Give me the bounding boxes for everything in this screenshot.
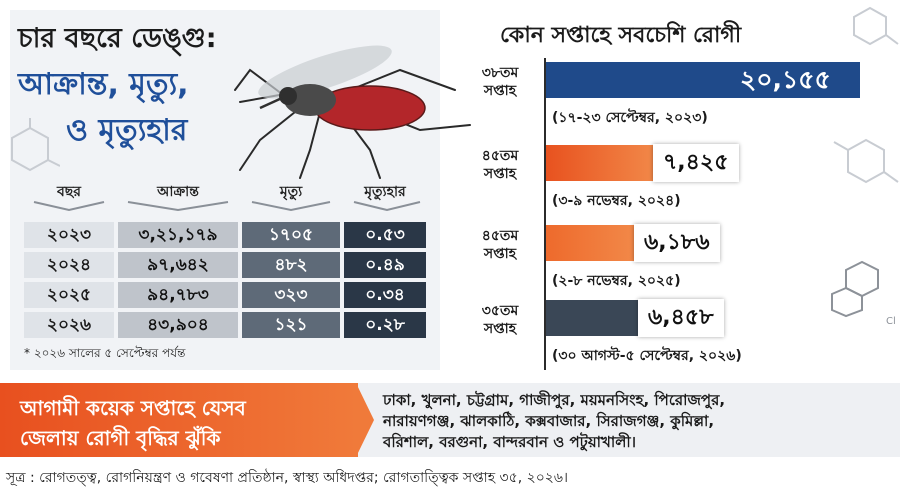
cell-year: ২০২৪ xyxy=(24,252,114,278)
risk-callout-line2: জেলায় রোগী বৃদ্ধির ঝুঁকি xyxy=(20,426,221,450)
week-date-range: (৩০ আগস্ট-৫ সেপ্টেম্বর, ২০২৬) xyxy=(552,348,742,364)
source-note: সূত্র : রোগতত্ত্ব, রোগনিয়ন্ত্রণ ও গবেষণ… xyxy=(6,470,569,486)
week-date-range: (২-৮ নভেম্বর, ২০২৫) xyxy=(552,273,681,289)
district-line: বরিশাল, বরগুনা, বান্দরবান ও পটুয়াখালী। xyxy=(383,433,637,451)
molecule-icon xyxy=(11,118,60,172)
chart-title: কোন সপ্তাহে সবচেশি রোগী xyxy=(500,23,742,48)
mosquito-illustration xyxy=(234,45,471,179)
value-label: ৭,৪২৫ xyxy=(653,144,739,182)
cell-rate: ০.৩৪ xyxy=(344,282,426,308)
week-word: সপ্তাহ xyxy=(483,321,517,337)
molecule-icon xyxy=(853,6,899,46)
week-date-range: (৩-৯ নভেম্বর, ২০২৪) xyxy=(552,193,681,209)
cell-year: ২০২৬ xyxy=(24,312,114,338)
value-label: ৬,১৮৬ xyxy=(634,224,720,262)
week-word: সপ্তাহ xyxy=(483,246,517,262)
page-title: চার বছরে ডেঙ্গু: xyxy=(18,23,217,54)
chart-bar xyxy=(546,145,659,181)
molecule-icon: Cl xyxy=(831,260,896,327)
page-subtitle-line1: আক্রান্ত, মৃত্যু, xyxy=(18,67,189,102)
risk-callout-line1: আগামী কয়েক সপ্তাহে যেসব xyxy=(20,396,246,420)
chart-bar xyxy=(546,62,860,98)
week-number: ৩৮তম xyxy=(481,65,519,81)
value-label: ২০,১৫৫ xyxy=(740,65,831,94)
cell-year: ২০২৫ xyxy=(24,282,114,308)
cell-rate: ০.৫৩ xyxy=(344,222,426,248)
cell-infected: ৪৩,৯০৪ xyxy=(118,312,238,338)
week-label: ৪৫তম সপ্তাহ xyxy=(458,227,542,263)
cell-rate: ০.২৮ xyxy=(344,312,426,338)
value-label: ৬,৪৫৮ xyxy=(638,299,724,337)
cell-rate: ০.৪৯ xyxy=(344,252,426,278)
column-header-infected: আক্রান্ত xyxy=(157,184,199,200)
column-header-rate: মৃত্যুহার xyxy=(364,184,406,200)
risk-district-list: ঢাকা, খুলনা, চট্টগ্রাম, গাজীপুর, ময়মনসি… xyxy=(383,390,888,453)
week-number: ৪৫তম xyxy=(481,228,519,244)
week-number: ৪৫তম xyxy=(481,148,519,164)
chart-bar xyxy=(546,300,644,336)
cell-deaths: ৩২৩ xyxy=(242,282,340,308)
molecule-icon xyxy=(833,138,899,184)
cell-infected: ৯৪,৭৮৩ xyxy=(118,282,238,308)
table-row: ২০২৬ ৪৩,৯০৪ ১২১ ০.২৮ xyxy=(24,312,426,338)
week-word: সপ্তাহ xyxy=(483,83,517,99)
week-date-range: (১৭-২৩ সেপ্টেম্বর, ২০২৩) xyxy=(552,110,708,126)
cell-infected: ৩,২১,১৭৯ xyxy=(118,222,238,248)
cell-deaths: ৪৮২ xyxy=(242,252,340,278)
table-row: ২০২৫ ৯৪,৭৮৩ ৩২৩ ০.৩৪ xyxy=(24,282,426,308)
week-number: ৩৫তম xyxy=(481,303,519,319)
cell-deaths: ১২১ xyxy=(242,312,340,338)
week-label: ৩৫তম সপ্তাহ xyxy=(458,302,542,338)
district-line: ঢাকা, খুলনা, চট্টগ্রাম, গাজীপুর, ময়মনসি… xyxy=(383,391,726,409)
table-row: ২০২৩ ৩,২১,১৭৯ ১৭০৫ ০.৫৩ xyxy=(24,222,426,248)
week-label: ৪৫তম সপ্তাহ xyxy=(458,147,542,183)
risk-callout xyxy=(0,383,358,457)
week-word: সপ্তাহ xyxy=(483,166,517,182)
risk-callout-arrow xyxy=(356,383,374,457)
chemical-label: Cl xyxy=(886,316,896,327)
cell-deaths: ১৭০৫ xyxy=(242,222,340,248)
week-label: ৩৮তম সপ্তাহ xyxy=(458,64,542,100)
cell-year: ২০২৩ xyxy=(24,222,114,248)
table-row: ২০২৪ ৯৭,৬৪২ ৪৮২ ০.৪৯ xyxy=(24,252,426,278)
header-arrows xyxy=(33,201,421,212)
cell-infected: ৯৭,৬৪২ xyxy=(118,252,238,278)
table-footnote: * ২০২৬ সালের ৫ সেপ্টেম্বর পর্যন্ত xyxy=(24,346,186,360)
column-header-deaths: মৃত্যু xyxy=(279,184,303,200)
page-subtitle-line2: ও মৃত্যুহার xyxy=(66,113,188,148)
chart-axis xyxy=(544,58,546,370)
district-line: নারায়ণগঞ্জ, ঝালকাঠি, কক্সবাজার, সিরাজগঞ… xyxy=(383,412,715,430)
column-header-year: বছর xyxy=(57,184,81,200)
chart-bar xyxy=(546,225,640,261)
